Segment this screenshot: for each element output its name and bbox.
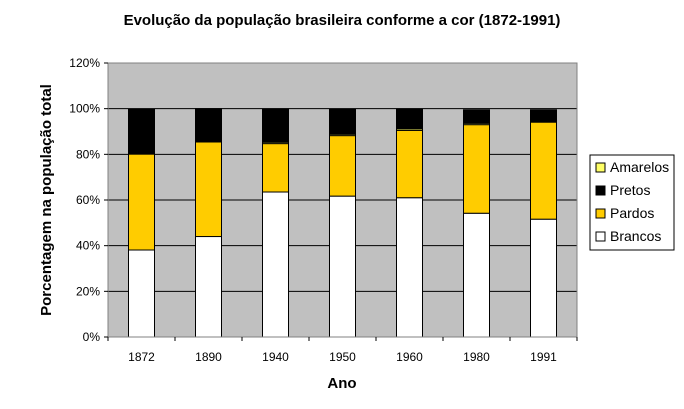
legend-swatch-pretos xyxy=(595,185,606,196)
x-tick-label: 1950 xyxy=(329,350,356,364)
bar-pretos-1960 xyxy=(396,108,423,130)
legend-label-pardos: Pardos xyxy=(610,205,654,221)
legend: Amarelos Pretos Pardos Brancos xyxy=(589,154,675,251)
bar-pardos-1960 xyxy=(396,129,423,199)
x-tick-label: 1980 xyxy=(463,350,490,364)
bar-pretos-1991 xyxy=(530,109,557,122)
bar-pardos-1940 xyxy=(262,143,289,193)
bar-brancos-1950 xyxy=(329,195,356,338)
bar-pardos-1890 xyxy=(195,141,222,238)
bar-pardos-1950 xyxy=(329,135,356,197)
y-tick-labels: 0% 20% 40% 60% 80% 100% 120% xyxy=(69,56,100,344)
bar-pretos-1980 xyxy=(463,109,490,124)
bar-brancos-1980 xyxy=(463,212,490,338)
bar-pardos-1980 xyxy=(463,124,490,214)
y-tick-label: 100% xyxy=(69,102,100,116)
y-axis-title: Porcentagem na população total xyxy=(38,84,55,316)
legend-swatch-amarelos xyxy=(595,162,606,173)
x-tick-label: 1991 xyxy=(530,350,557,364)
legend-label-brancos: Brancos xyxy=(610,228,661,244)
y-tick-label: 60% xyxy=(76,193,100,207)
bars xyxy=(128,108,557,338)
bar-brancos-1872 xyxy=(128,249,155,338)
y-tick-label: 20% xyxy=(76,284,100,298)
y-tick-label: 80% xyxy=(76,147,100,161)
y-tick-label: 40% xyxy=(76,239,100,253)
x-axis-title: Ano xyxy=(327,375,356,392)
x-tick-label: 1940 xyxy=(262,350,289,364)
legend-swatch-brancos xyxy=(595,231,606,242)
bar-pretos-1940 xyxy=(262,108,289,143)
y-tick-label: 0% xyxy=(83,330,101,344)
bar-brancos-1960 xyxy=(396,197,423,338)
bar-pardos-1872 xyxy=(128,153,155,251)
x-tick-label: 1890 xyxy=(195,350,222,364)
x-tick-label: 1872 xyxy=(128,350,155,364)
bar-brancos-1940 xyxy=(262,191,289,338)
legend-swatch-pardos xyxy=(595,208,606,219)
y-tick-label: 120% xyxy=(69,56,100,70)
legend-label-amarelos: Amarelos xyxy=(610,159,669,175)
bar-brancos-1890 xyxy=(195,236,222,338)
bar-pretos-1872 xyxy=(128,108,155,155)
legend-label-pretos: Pretos xyxy=(610,182,650,198)
bar-brancos-1991 xyxy=(530,218,557,338)
chart-title: Evolução da população brasileira conform… xyxy=(124,12,561,29)
bar-pretos-1890 xyxy=(195,108,222,143)
axes xyxy=(104,62,578,341)
x-tick-label: 1960 xyxy=(396,350,423,364)
x-tick-labels: 1872 1890 1940 1950 1960 1980 1991 xyxy=(128,350,557,364)
bar-pardos-1991 xyxy=(530,121,557,220)
bar-pretos-1950 xyxy=(329,108,356,135)
